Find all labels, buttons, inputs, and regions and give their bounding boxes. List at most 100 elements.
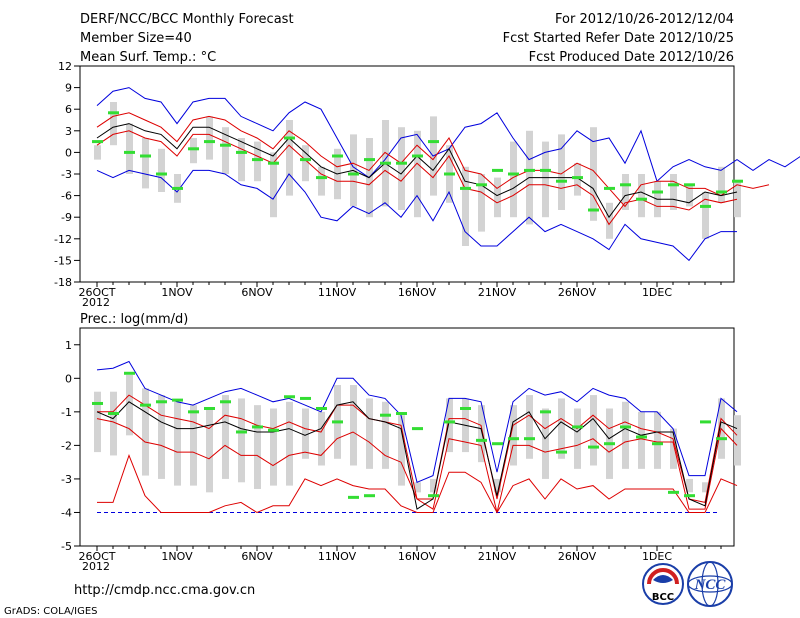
temp-obs-mark — [236, 150, 247, 154]
prec-obs-mark — [684, 494, 695, 498]
bcc-logo: BCC — [642, 563, 684, 605]
prec-panel-title: Prec.: log(mm/d) — [80, 312, 188, 327]
prec-obs-mark — [156, 400, 167, 404]
prec-max-line — [96, 360, 738, 483]
prec-spread-box — [142, 388, 149, 476]
temp-obs-mark — [204, 140, 215, 144]
prec-spread-box — [558, 398, 565, 459]
temp-spread-box — [478, 174, 485, 232]
temp-ytick-label: -9 — [61, 211, 72, 224]
temp-spread-box — [718, 166, 725, 203]
prec-ytick-label: -3 — [61, 473, 72, 486]
temp-ytick-label: -3 — [61, 168, 72, 181]
temp-spread-box — [270, 152, 277, 218]
temp-obs-mark — [140, 154, 151, 158]
prec-ytick-label: -2 — [61, 439, 72, 452]
temp-ytick-label: -12 — [54, 233, 72, 246]
temp-obs-mark — [700, 204, 711, 208]
prec-xtick-label: 21NOV — [478, 550, 517, 563]
temp-obs-mark — [268, 161, 279, 165]
prec-obs-mark — [220, 400, 231, 404]
prec-obs-mark — [572, 425, 583, 429]
prec-spread-box — [638, 411, 645, 469]
member-size: Member Size=40 — [80, 31, 192, 46]
prec-spread-box — [622, 401, 629, 469]
temp-spread-box — [302, 145, 309, 182]
temp-xtick-label: 1NOV — [161, 286, 193, 299]
prec-spread-box — [206, 408, 213, 493]
prec-ytick-label: 0 — [65, 372, 72, 385]
temp-spread-box — [558, 134, 565, 210]
prec-spread-box — [654, 411, 661, 469]
temp-spread-box — [574, 163, 581, 196]
prec-obs-mark — [668, 490, 679, 494]
prec-spread-box — [446, 398, 453, 453]
prec-spread-box — [542, 408, 549, 479]
temp-spread-box — [110, 102, 117, 146]
temp-obs-mark — [620, 183, 631, 187]
variable-label: Mean Surf. Temp.: °C — [80, 50, 216, 65]
prec-spread-box — [174, 401, 181, 486]
temp-obs-mark — [668, 183, 679, 187]
temp-spread-box — [702, 192, 709, 239]
temp-obs-mark — [92, 140, 103, 144]
temp-obs-mark — [444, 172, 455, 176]
prec-p10_low-line — [97, 453, 738, 514]
temp-obs-mark — [716, 190, 727, 194]
temp-obs-mark — [508, 172, 519, 176]
prec-xtick-label: 26OCT — [78, 550, 115, 563]
prec-obs-mark — [124, 371, 135, 375]
prec-obs-mark — [140, 403, 151, 407]
temp-spread-box — [206, 116, 213, 160]
prec-spread-box — [430, 478, 437, 493]
year-label-top: 2012 — [82, 296, 110, 309]
footer-url[interactable]: http://cmdp.ncc.cma.gov.cn — [74, 583, 255, 598]
temp-ytick-label: 6 — [65, 103, 72, 116]
temp-spread-box — [286, 120, 293, 196]
temp-spread-box — [622, 174, 629, 210]
prec-obs-mark — [604, 442, 615, 446]
temp-p90-line — [96, 112, 770, 208]
prec-spread-box — [94, 391, 101, 453]
temp-xtick-label: 26OCT — [78, 286, 115, 299]
prec-obs-mark — [444, 420, 455, 424]
temp-spread-box — [510, 141, 517, 218]
prec-obs-mark — [460, 406, 471, 410]
prec-spread-box — [382, 401, 389, 469]
prec-spread-box — [526, 395, 533, 459]
prec-spread-box — [366, 398, 373, 469]
prec-obs-mark — [108, 412, 119, 416]
temp-obs-mark — [604, 186, 615, 190]
prec-spread-box — [110, 391, 117, 456]
prec-spread-box — [254, 405, 261, 489]
prec-spread-box — [126, 374, 133, 436]
temp-spread-box — [254, 141, 261, 182]
temp-obs-mark — [540, 168, 551, 172]
forecast-period: For 2012/10/26-2012/12/04 — [555, 12, 734, 27]
prec-obs-mark — [492, 442, 503, 446]
temp-spread-box — [638, 174, 645, 218]
temp-spread-box — [542, 141, 549, 218]
prec-obs-mark — [620, 425, 631, 429]
prec-spread-box — [510, 405, 517, 466]
prec-ytick-label: -5 — [61, 540, 72, 553]
prec-spread-box — [302, 408, 309, 459]
temp-ytick-label: 3 — [65, 125, 72, 138]
prec-spread-box — [222, 395, 229, 479]
temp-obs-mark — [652, 190, 663, 194]
prec-xtick-label: 1DEC — [642, 550, 672, 563]
prec-xtick-label: 26NOV — [558, 550, 597, 563]
prec-obs-mark — [652, 442, 663, 446]
temp-obs-mark — [476, 183, 487, 187]
temp-xtick-label: 26NOV — [558, 286, 597, 299]
prec-spread-box — [670, 428, 677, 469]
temp-plot — [92, 87, 800, 262]
prec-spread-box — [494, 478, 501, 493]
temp-spread-box — [190, 138, 197, 164]
temp-spread-box — [590, 127, 597, 221]
prec-obs-mark — [268, 428, 279, 432]
temp-p10-line — [96, 130, 738, 226]
prec-ytick-label: 1 — [65, 339, 72, 352]
prec-spread-box — [238, 398, 245, 483]
